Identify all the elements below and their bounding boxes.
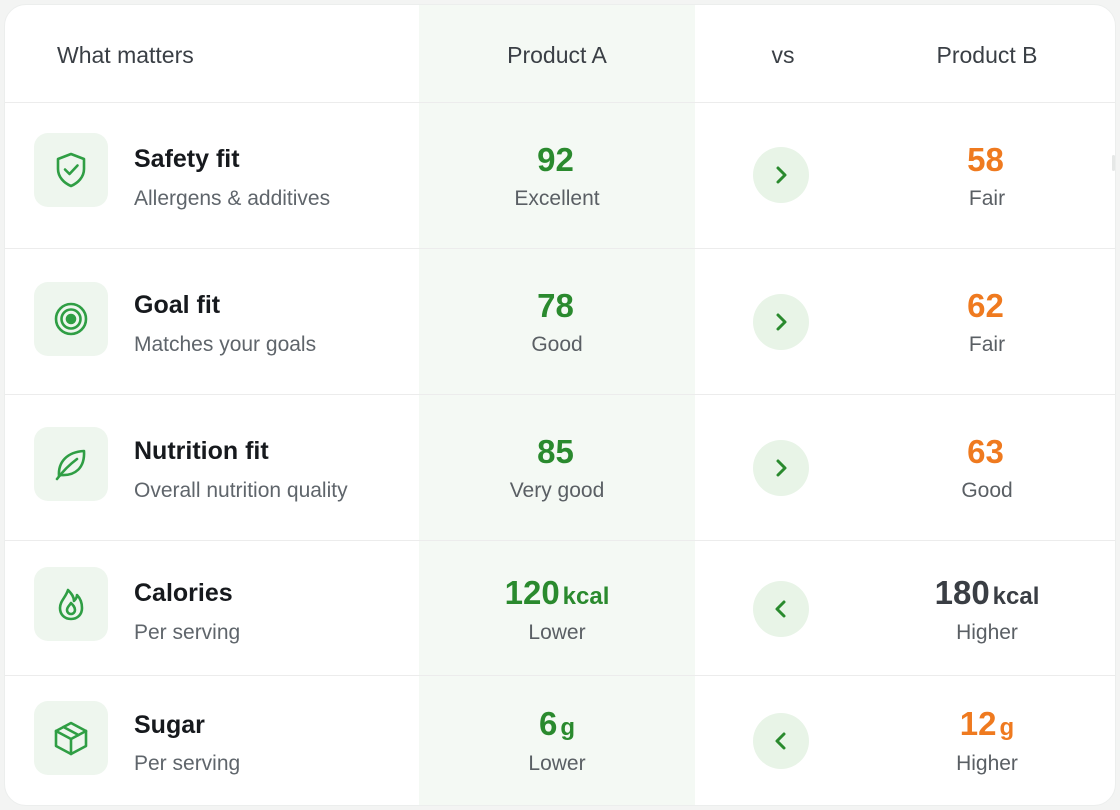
compare-arrow-button[interactable]	[753, 294, 809, 350]
compare-arrow-button[interactable]	[753, 147, 809, 203]
chevron-right-icon	[776, 166, 787, 184]
compare-arrow-button[interactable]	[753, 713, 809, 769]
leaf-icon	[34, 427, 108, 501]
row-subtitle: Matches your goals	[134, 333, 317, 356]
product-a-score: 92	[419, 141, 695, 179]
product-a-score: 78	[419, 287, 695, 325]
row-title: Calories	[134, 579, 233, 607]
compare-arrow-button[interactable]	[753, 581, 809, 637]
score-number: 12	[959, 705, 997, 742]
score-number: 85	[537, 433, 574, 470]
product-a-rating: Lower	[528, 752, 586, 775]
score-number: 62	[967, 287, 1004, 324]
row-title: Nutrition fit	[134, 437, 269, 465]
header-vs: vs	[771, 42, 795, 68]
product-a-column-highlight	[419, 5, 695, 805]
row-subtitle: Allergens & additives	[134, 187, 331, 210]
score-unit: g	[560, 714, 576, 741]
score-number: 120	[504, 574, 560, 611]
score-number: 78	[537, 287, 574, 324]
compare-arrow-button[interactable]	[753, 440, 809, 496]
product-b-rating: Good	[961, 479, 1013, 502]
score-number: 92	[537, 141, 574, 178]
product-a-score: 120 kcal	[419, 574, 695, 612]
comparison-card: What matters Product A vs Product B Safe…	[4, 4, 1116, 806]
score-number: 63	[967, 433, 1004, 470]
chevron-left-icon	[775, 732, 786, 750]
product-b-rating: Higher	[956, 621, 1018, 644]
product-b-score: 63	[867, 433, 1107, 471]
row-title: Safety fit	[134, 145, 240, 173]
score-unit: kcal	[562, 583, 610, 610]
table-row-calories: Calories Per serving 120 kcal Lower 180 kc…	[5, 541, 1115, 676]
table-row-safety-fit: Safety fit Allergens & additives 92 Exce…	[5, 103, 1115, 249]
product-a-rating: Very good	[509, 479, 605, 502]
row-title: Goal fit	[134, 291, 221, 319]
chevron-left-icon	[775, 600, 786, 618]
scroll-indicator	[1112, 155, 1115, 171]
score-unit: g	[999, 714, 1015, 741]
target-icon	[34, 282, 108, 356]
cube-icon	[34, 701, 108, 775]
product-b-score: 180 kcal	[867, 574, 1107, 612]
product-b-score: 58	[867, 141, 1107, 179]
table-row-goal-fit: Goal fit Matches your goals 78 Good 62 F…	[5, 249, 1115, 395]
product-a-rating: Lower	[528, 621, 586, 644]
header-product-a: Product A	[507, 42, 607, 68]
product-a-score: 85	[419, 433, 695, 471]
product-b-score: 12 g	[867, 705, 1107, 743]
product-b-rating: Fair	[968, 333, 1006, 356]
header-what-matters: What matters	[57, 42, 194, 68]
product-b-rating: Fair	[968, 187, 1006, 210]
score-number: 58	[967, 141, 1004, 178]
row-title: Sugar	[134, 711, 205, 739]
chevron-right-icon	[776, 459, 787, 477]
row-subtitle: Overall nutrition quality	[134, 479, 348, 502]
product-b-score: 62	[867, 287, 1107, 325]
shield-check-icon	[34, 133, 108, 207]
table-row-nutrition-fit: Nutrition fit Overall nutrition quality …	[5, 395, 1115, 541]
product-a-rating: Excellent	[514, 187, 600, 210]
score-number: 6	[538, 705, 558, 742]
row-subtitle: Per serving	[134, 752, 241, 775]
table-header: What matters Product A vs Product B	[5, 5, 1115, 103]
header-product-b: Product B	[936, 42, 1038, 68]
product-a-rating: Good	[531, 333, 583, 356]
chevron-right-icon	[776, 313, 787, 331]
score-number: 180	[934, 574, 990, 611]
row-subtitle: Per serving	[134, 621, 241, 644]
score-unit: kcal	[992, 583, 1040, 610]
product-b-rating: Higher	[956, 752, 1018, 775]
flame-icon	[34, 567, 108, 641]
